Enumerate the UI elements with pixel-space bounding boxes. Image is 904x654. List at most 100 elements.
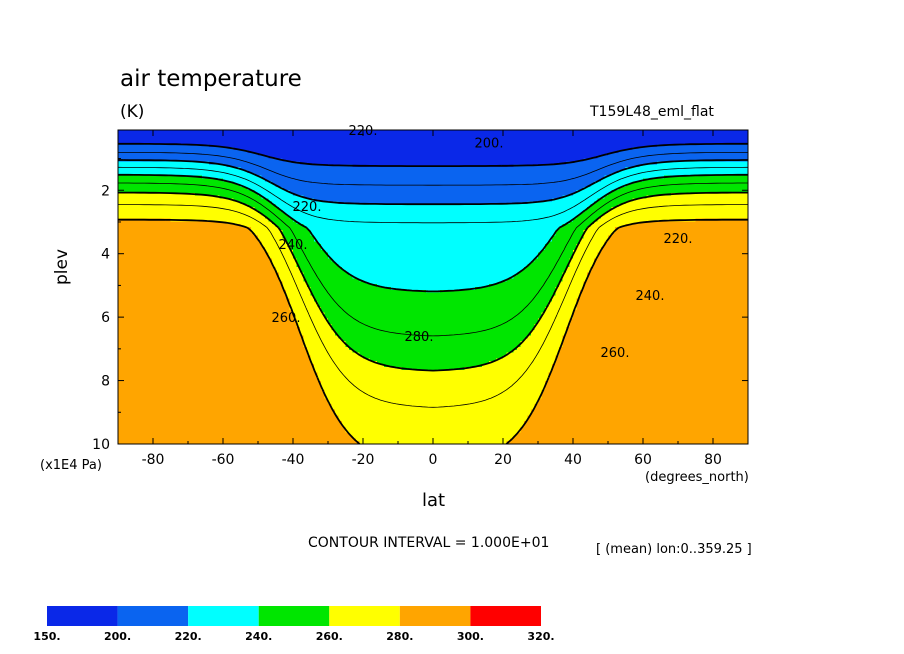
contour-fill-cell xyxy=(240,224,277,228)
contour-fill-cell xyxy=(569,321,748,325)
contour-line-250 xyxy=(118,182,748,337)
contour-fill-cell xyxy=(352,275,515,280)
contour-fill-cell xyxy=(233,147,634,151)
contour-fill-cell xyxy=(594,181,634,185)
contour-fill-cell xyxy=(314,369,553,374)
contour-fill-cell xyxy=(510,438,748,442)
contour-fill-cell xyxy=(583,229,616,234)
contour-fill-cell xyxy=(314,298,553,302)
contour-fill-cell xyxy=(321,309,546,314)
contour-fill-cell xyxy=(555,232,585,237)
contour-fill-cell xyxy=(268,255,294,260)
contour-fill-cell xyxy=(541,389,748,394)
contour-fill-cell xyxy=(349,432,518,437)
contour-fill-cell xyxy=(118,412,336,417)
contour-fill-cell xyxy=(545,244,578,248)
contour-fill-cell xyxy=(597,218,697,222)
contour-fill-cell xyxy=(300,267,343,271)
contour-fill-cell xyxy=(513,435,748,439)
contour-fill-cell xyxy=(307,227,560,231)
x-tick-label: 0 xyxy=(429,452,438,468)
contour-fill-cell xyxy=(590,184,627,188)
contour-line-280 xyxy=(118,218,748,444)
contour-fill-cell xyxy=(345,426,522,431)
contour-fill-cell xyxy=(275,184,592,188)
contour-fill-cell xyxy=(118,301,291,305)
contour-fill-cell xyxy=(118,304,291,308)
contour-fill-cell xyxy=(342,421,525,425)
contour-fill-cell xyxy=(342,267,525,271)
contour-fill-cell xyxy=(541,312,574,317)
contour-fill-cell xyxy=(254,172,613,177)
contour-fill-cell xyxy=(548,375,748,379)
colorbar-label: 300. xyxy=(457,630,484,643)
contour-fill-cell xyxy=(552,238,581,242)
contour-fill-cell xyxy=(335,332,532,337)
contour-fill-cell xyxy=(118,329,301,334)
contour-fill-cell xyxy=(520,341,564,345)
contour-fill-cell xyxy=(303,224,564,228)
contour-fill-cell xyxy=(118,155,270,160)
contour-fill-cell xyxy=(300,326,333,331)
contour-fill-cell xyxy=(317,301,550,305)
contour-fill-cell xyxy=(520,269,567,274)
colorbar-label: 320. xyxy=(527,630,554,643)
contour-fill-cell xyxy=(118,358,312,362)
contour-fill-cell xyxy=(118,309,294,314)
contour-fill-cell xyxy=(254,232,284,237)
contour-fill-cell xyxy=(240,167,627,171)
contour-fill-cell xyxy=(534,404,748,408)
contour-fill-cell xyxy=(293,249,326,254)
contour-line-260 xyxy=(118,191,748,372)
contour-fill-cell xyxy=(118,415,340,419)
contour-fill-cell xyxy=(170,218,270,222)
contour-fill-cell xyxy=(314,238,553,242)
contour-fill-cell xyxy=(303,278,361,282)
contour-fill-cell xyxy=(608,152,748,157)
contour-fill-cell xyxy=(195,192,259,197)
contour-label: 220. xyxy=(664,232,693,247)
contour-fill-cell xyxy=(118,232,256,237)
contour-fill-cell xyxy=(590,224,627,228)
contour-fill-cell xyxy=(275,267,301,271)
contour-fill-cell xyxy=(118,212,263,217)
contour-fill-cell xyxy=(527,415,748,419)
y-tick-label: 8 xyxy=(101,374,110,390)
contour-fill-cell xyxy=(317,375,550,379)
contour-fill-cell xyxy=(118,144,210,148)
contour-fill-cell xyxy=(282,232,312,237)
contour-fill-cell xyxy=(352,349,515,354)
contour-fill-cell xyxy=(601,249,748,254)
contour-fill-cell xyxy=(118,244,263,248)
x-axis-units: (degrees_north) xyxy=(645,470,749,485)
contour-fill-cell xyxy=(594,258,748,262)
contour-fill-cell xyxy=(118,258,273,262)
contour-fill-cell xyxy=(531,412,748,417)
contour-fill-cell xyxy=(118,229,252,234)
contour-fill-cell xyxy=(118,438,357,442)
contour-fill-cell xyxy=(226,164,354,168)
contour-fill-cell xyxy=(118,435,354,439)
contour-fill-cell xyxy=(671,192,748,197)
contour-fill-cell xyxy=(118,192,196,197)
contour-fill-cell xyxy=(440,289,557,294)
filled-contours xyxy=(118,130,748,444)
contour-fill-cell xyxy=(293,218,574,222)
colorbar-swatch xyxy=(329,606,400,626)
contour-fill-cell xyxy=(314,366,403,371)
contour-fill-cell xyxy=(118,418,340,422)
contour-fill-cell xyxy=(587,275,748,280)
contour-fill-cell xyxy=(118,349,308,354)
contour-fill-cell xyxy=(601,215,748,220)
contour-fill-cell xyxy=(541,392,748,397)
contour-fill-cell xyxy=(265,178,602,182)
contour-fill-cell xyxy=(118,375,319,379)
contour-fill-cell xyxy=(118,252,270,257)
contour-interval-text: CONTOUR INTERVAL = 1.000E+01 xyxy=(308,535,550,551)
y-tick-label: 2 xyxy=(101,183,110,199)
contour-fill-cell xyxy=(562,341,748,345)
contour-fill-cell xyxy=(552,369,748,374)
contour-fill-cell xyxy=(513,275,564,280)
contour-fill-cell xyxy=(296,318,329,322)
contour-fill-cell xyxy=(289,304,319,308)
